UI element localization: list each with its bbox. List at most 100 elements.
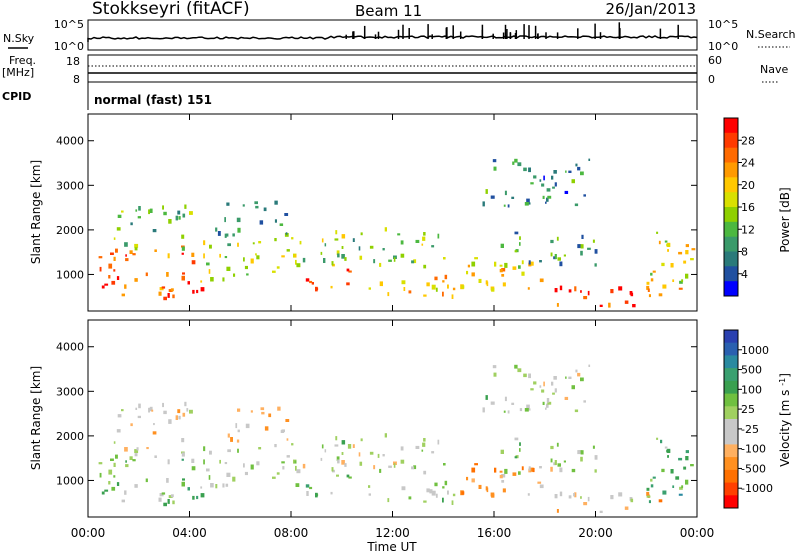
heatmap-cell	[268, 413, 272, 418]
heatmap-cell	[384, 433, 387, 438]
heatmap-cell	[656, 437, 659, 440]
heatmap-cell	[309, 280, 313, 284]
colorbar-tick-label: 28	[741, 134, 755, 147]
heatmap-cell	[336, 474, 339, 477]
heatmap-cell	[573, 493, 575, 497]
heatmap-cell	[341, 246, 344, 249]
heatmap-cell	[618, 492, 623, 497]
heatmap-cell	[346, 268, 350, 272]
colorbar-tick-label: -100	[741, 443, 766, 456]
heatmap-cell	[553, 376, 557, 380]
heatmap-cell	[282, 466, 285, 470]
heatmap-cell	[610, 289, 614, 294]
heatmap-cell	[413, 259, 417, 264]
colorbar-swatch	[724, 431, 738, 445]
heatmap-cell	[482, 201, 485, 207]
heatmap-cell	[115, 248, 118, 253]
heatmap-cell	[491, 287, 495, 292]
heatmap-cell	[563, 254, 566, 257]
colorbar-swatch	[724, 457, 738, 471]
heatmap-cell	[258, 447, 262, 450]
heatmap-cell	[444, 480, 448, 486]
heatmap-cell	[431, 451, 435, 454]
heatmap-cell	[321, 238, 324, 243]
heatmap-cell	[255, 253, 257, 256]
colorbar-swatch	[724, 236, 738, 252]
heatmap-cell	[137, 216, 141, 219]
heatmap-cell	[499, 470, 503, 473]
heatmap-cell	[352, 444, 355, 448]
colorbar-swatch	[724, 419, 738, 433]
colorbar-swatch	[724, 469, 738, 484]
heatmap-cell	[664, 240, 668, 243]
heatmap-cell	[437, 233, 440, 239]
heatmap-cell	[137, 415, 141, 419]
heatmap-cell	[527, 202, 531, 205]
heatmap-cell	[341, 234, 346, 239]
heatmap-cell	[541, 183, 545, 187]
x-tick-label: 00:00	[680, 526, 715, 540]
heatmap-cell	[504, 190, 507, 196]
heatmap-cell	[335, 230, 338, 235]
heatmap-cell	[324, 449, 327, 453]
heatmap-cell	[295, 483, 300, 487]
heatmap-cell	[580, 456, 583, 462]
heatmap-cell	[163, 211, 167, 216]
heatmap-cell	[108, 469, 113, 475]
colorbar-tick-label: 12	[741, 223, 755, 236]
heatmap-cell	[104, 283, 109, 286]
heatmap-cell	[286, 249, 290, 252]
heatmap-cell	[564, 190, 569, 194]
nsky-panel-frame	[87, 19, 698, 51]
heatmap-cell	[186, 408, 189, 412]
heatmap-cell	[259, 220, 264, 225]
x-tick-label: 08:00	[274, 526, 309, 540]
heatmap-cell	[113, 269, 116, 272]
heatmap-cell	[494, 467, 497, 473]
heatmap-cell	[111, 280, 116, 285]
x-tick-label: 04:00	[172, 526, 207, 540]
colorbar-tick-label: -25	[741, 423, 759, 436]
heatmap-cell	[554, 254, 557, 259]
heatmap-cell	[559, 467, 563, 473]
heatmap-cell	[678, 493, 683, 496]
heatmap-cell	[132, 253, 136, 256]
heatmap-cell	[341, 440, 346, 445]
heatmap-cell	[191, 458, 195, 463]
heatmap-cell	[382, 248, 385, 251]
heatmap-cell	[192, 495, 195, 500]
heatmap-cell	[250, 464, 254, 470]
heatmap-cell	[336, 250, 340, 255]
heatmap-cell	[400, 240, 404, 245]
heatmap-cell	[685, 244, 689, 248]
heatmap-cell	[224, 233, 227, 238]
heatmap-cell	[175, 215, 178, 221]
heatmap-cell	[237, 242, 239, 247]
heatmap-cell	[272, 270, 276, 273]
heatmap-cell	[168, 219, 172, 224]
heatmap-cell	[163, 502, 167, 507]
heatmap-cell	[167, 499, 170, 504]
heatmap-cell	[485, 189, 488, 194]
heatmap-cell	[230, 437, 233, 442]
colorbar-swatch	[724, 132, 738, 149]
colorbar-tick-label: 20	[741, 179, 755, 192]
heatmap-cell	[678, 287, 683, 290]
heatmap-cell	[452, 287, 456, 291]
nsearch-tick-bottom: 10^0	[708, 40, 738, 53]
heatmap-cell	[556, 236, 559, 241]
heatmap-cell	[158, 291, 162, 296]
colorbar-swatch	[724, 221, 738, 238]
nsky-tick-bottom: 10^0	[54, 40, 84, 53]
heatmap-cell	[550, 466, 553, 472]
heatmap-cell	[145, 478, 148, 483]
heatmap-cell	[373, 465, 376, 470]
heatmap-cell	[113, 441, 116, 444]
heatmap-cell	[330, 285, 333, 289]
heatmap-cell	[224, 256, 228, 259]
heatmap-cell	[528, 373, 531, 379]
heatmap-cell	[539, 466, 542, 469]
heatmap-cell	[384, 227, 387, 232]
heatmap-cell	[320, 251, 323, 255]
heatmap-cell	[280, 430, 285, 433]
